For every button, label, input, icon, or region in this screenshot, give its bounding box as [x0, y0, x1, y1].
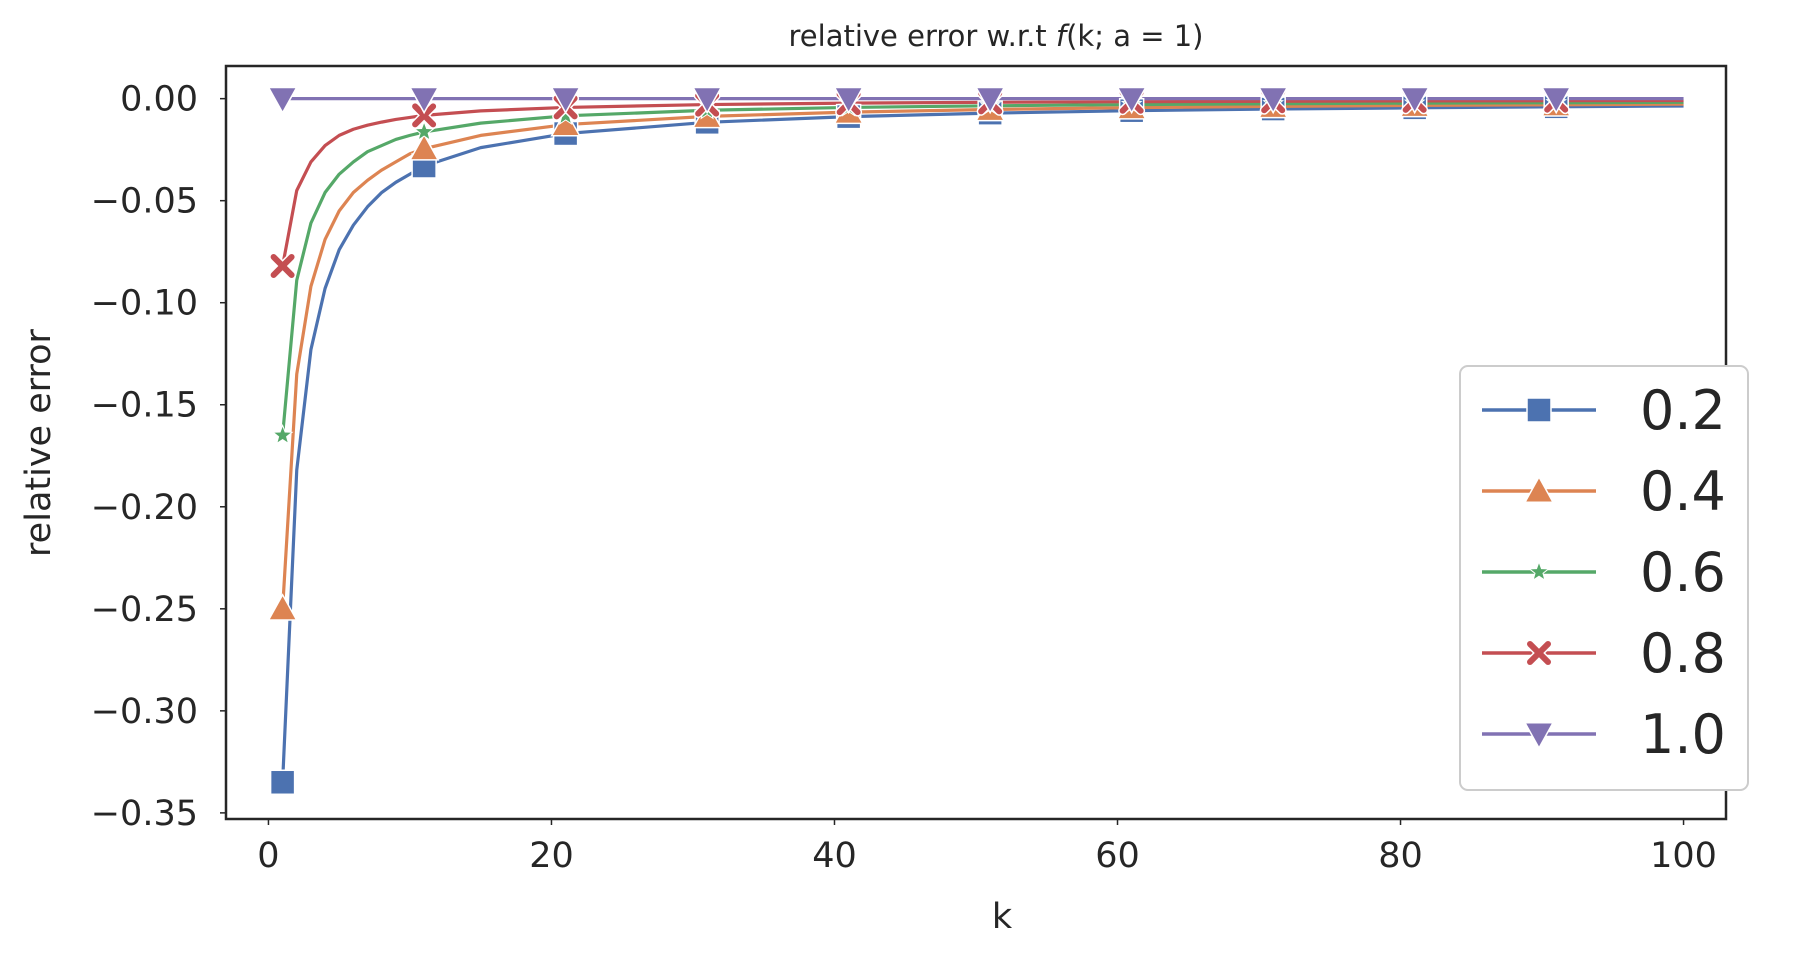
x-tick-label: 40: [812, 836, 857, 876]
x-tick-label: 100: [1650, 836, 1717, 876]
legend-entry: 0.6: [1482, 541, 1726, 604]
legend-box: [1459, 365, 1749, 791]
y-tick-label: −0.35: [91, 794, 198, 834]
y-tick-label: −0.20: [91, 488, 198, 528]
data-point-0.4: [550, 109, 581, 137]
y-tick-label: −0.25: [91, 590, 198, 630]
data-point-0.4: [408, 133, 440, 161]
data-point-1.0: [267, 86, 298, 115]
x-axis-label: k: [992, 897, 1013, 937]
data-point-1.0: [1540, 86, 1572, 115]
legend-label: 0.4: [1640, 460, 1726, 523]
data-point-0.6: [413, 120, 435, 142]
legend-marker: [1523, 475, 1555, 503]
x-tick-labels: 0 20 40 60 80 100: [257, 819, 1717, 876]
data-point-1.0: [833, 86, 864, 115]
x-tick-label: 80: [1378, 836, 1423, 876]
legend-entry: 0.8: [1482, 622, 1726, 685]
legend-label: 0.2: [1640, 379, 1726, 442]
legend: 0.2 0.4 0.6 0.8 1.0: [1459, 365, 1749, 791]
legend-label: 0.8: [1640, 622, 1726, 685]
x-tick-label: 60: [1095, 836, 1140, 876]
y-tick-labels: 0.00 −0.05 −0.10 −0.15 −0.20 −0.25 −0.30 −0.35: [91, 80, 226, 834]
data-point-0.8: [410, 101, 438, 129]
legend-entry: 0.2: [1482, 379, 1726, 442]
data-point-1.0: [974, 86, 1006, 115]
data-point-1.0: [691, 86, 723, 115]
data-point-1.0: [1116, 86, 1147, 115]
data-point-1.0: [1399, 86, 1430, 115]
y-tick-label: −0.30: [91, 692, 198, 732]
data-point-0.6: [271, 423, 294, 445]
data-point-0.8: [269, 252, 297, 280]
legend-marker: [1526, 397, 1552, 423]
data-point-1.0: [550, 86, 581, 115]
data-point-0.4: [267, 593, 298, 621]
legend-entry: 1.0: [1482, 703, 1726, 766]
legend-marker: [1525, 639, 1553, 667]
marker-layer: [267, 86, 1572, 796]
y-tick-label: −0.15: [91, 386, 198, 426]
data-point-1.0: [408, 86, 440, 115]
legend-entry: 0.4: [1482, 460, 1726, 523]
y-tick-label: 0.00: [120, 80, 198, 120]
legend-marker: [1528, 560, 1550, 582]
data-point-0.2: [269, 769, 296, 796]
legend-label: 1.0: [1640, 703, 1726, 766]
y-tick-label: −0.05: [91, 182, 198, 222]
legend-marker: [1523, 722, 1555, 750]
legend-label: 0.6: [1640, 541, 1726, 604]
data-point-1.0: [1257, 86, 1289, 115]
y-tick-label: −0.10: [91, 284, 198, 324]
chart-title: relative error w.r.t f(k; a = 1): [789, 19, 1204, 53]
x-tick-label: 0: [257, 836, 279, 876]
y-axis-label: relative error: [19, 328, 59, 556]
x-tick-label: 20: [529, 836, 574, 876]
